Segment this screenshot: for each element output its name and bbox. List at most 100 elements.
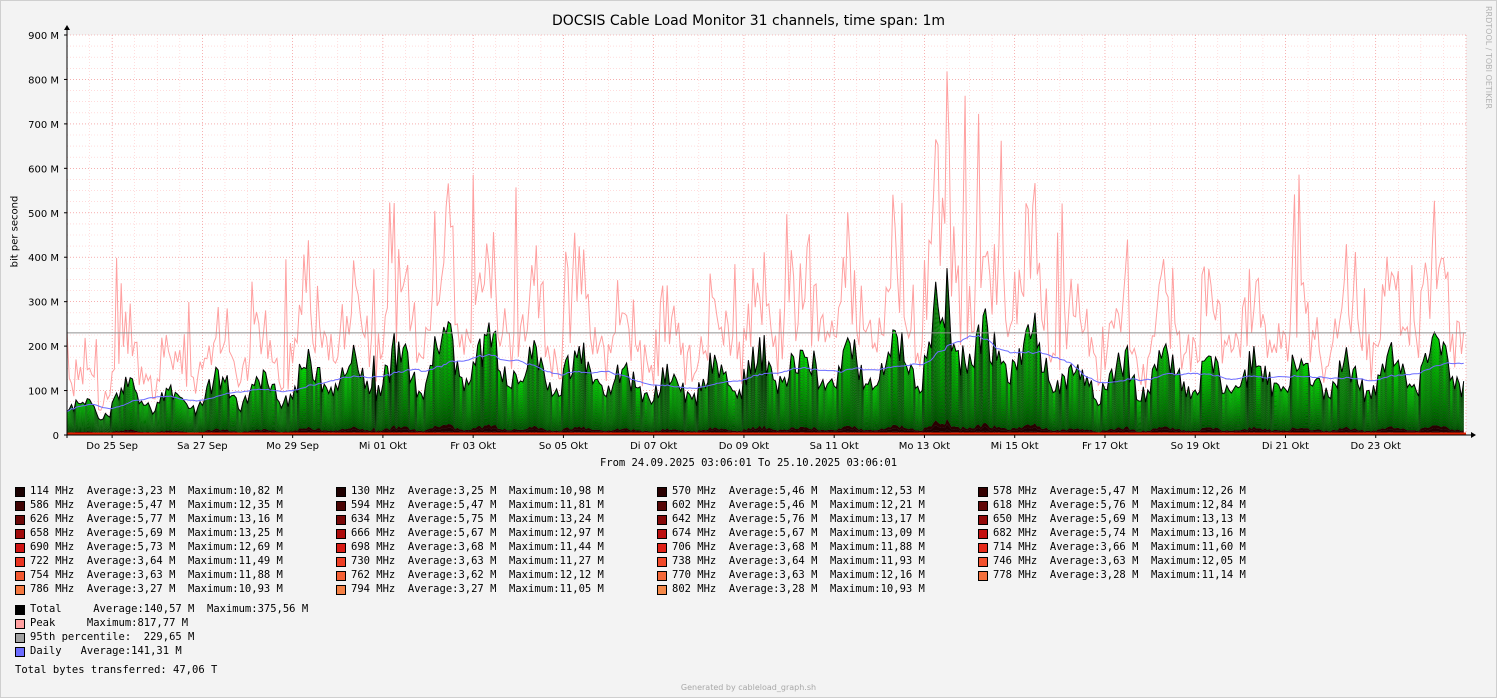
legend-item: 682 MHz Average:5,74 M Maximum:13,16 M — [978, 526, 1293, 540]
legend-label: 722 MHz Average:3,64 M Maximum:11,49 M — [30, 555, 283, 567]
legend-item: 674 MHz Average:5,67 M Maximum:13,09 M — [657, 526, 972, 540]
summary-item: 95th percentile: 229,65 M — [15, 630, 415, 644]
legend-item: 602 MHz Average:5,46 M Maximum:12,21 M — [657, 498, 972, 512]
x-tick-label: Fr 03 Okt — [450, 441, 496, 452]
legend-swatch — [336, 585, 346, 595]
time-range-label: From 24.09.2025 03:06:01 To 25.10.2025 0… — [599, 457, 898, 469]
legend-label: 650 MHz Average:5,69 M Maximum:13,13 M — [993, 513, 1246, 525]
summary-label: Peak Maximum:817,77 M — [30, 617, 189, 629]
legend-swatch — [978, 529, 988, 539]
legend-label: 130 MHz Average:3,25 M Maximum:10,98 M — [351, 485, 604, 497]
legend-swatch — [15, 501, 25, 511]
series-lines — [66, 71, 1466, 435]
legend-item: 690 MHz Average:5,73 M Maximum:12,69 M — [15, 540, 330, 554]
legend-label: 730 MHz Average:3,63 M Maximum:11,27 M — [351, 555, 604, 567]
summary-swatch — [15, 633, 25, 643]
legend-label: 674 MHz Average:5,67 M Maximum:13,09 M — [672, 527, 925, 539]
legend-item: 802 MHz Average:3,28 M Maximum:10,93 M — [657, 582, 972, 596]
summary-swatch — [15, 605, 25, 615]
legend-swatch — [978, 571, 988, 581]
legend-swatch — [657, 487, 667, 497]
x-tick-label: Do 25 Sep — [86, 441, 138, 452]
legend-swatch — [336, 501, 346, 511]
x-tick-label: Mo 13 Okt — [899, 441, 950, 452]
y-tick-label: 500 M — [28, 209, 59, 220]
legend-item: 114 MHz Average:3,23 M Maximum:10,82 M — [15, 484, 330, 498]
axes — [64, 25, 1476, 438]
legend-label: 626 MHz Average:5,77 M Maximum:13,16 M — [30, 513, 283, 525]
legend-label: 698 MHz Average:3,68 M Maximum:11,44 M — [351, 541, 604, 553]
summary-swatch — [15, 647, 25, 657]
x-tick-label: Mo 29 Sep — [266, 441, 319, 452]
legend-label: 770 MHz Average:3,63 M Maximum:12,16 M — [672, 569, 925, 581]
legend-label: 586 MHz Average:5,47 M Maximum:12,35 M — [30, 499, 283, 511]
legend-item: 730 MHz Average:3,63 M Maximum:11,27 M — [336, 554, 651, 568]
legend-item: 578 MHz Average:5,47 M Maximum:12,26 M — [978, 484, 1293, 498]
legend-item: 618 MHz Average:5,76 M Maximum:12,84 M — [978, 498, 1293, 512]
legend-swatch — [15, 557, 25, 567]
legend-item: 714 MHz Average:3,66 M Maximum:11,60 M — [978, 540, 1293, 554]
legend-swatch — [657, 585, 667, 595]
legend-label: 794 MHz Average:3,27 M Maximum:11,05 M — [351, 583, 604, 595]
legend-swatch — [336, 487, 346, 497]
legend-label: 682 MHz Average:5,74 M Maximum:13,16 M — [993, 527, 1246, 539]
legend-item: 746 MHz Average:3,63 M Maximum:12,05 M — [978, 554, 1293, 568]
legend-swatch — [978, 557, 988, 567]
y-tick-label: 200 M — [28, 342, 59, 353]
legend-item: 738 MHz Average:3,64 M Maximum:11,93 M — [657, 554, 972, 568]
legend-label: 114 MHz Average:3,23 M Maximum:10,82 M — [30, 485, 283, 497]
y-tick-label: 800 M — [28, 75, 59, 86]
x-tick-label: Do 23 Okt — [1350, 441, 1401, 452]
y-tick-label: 400 M — [28, 253, 59, 264]
legend-swatch — [657, 501, 667, 511]
legend-label: 786 MHz Average:3,27 M Maximum:10,93 M — [30, 583, 283, 595]
legend-swatch — [15, 543, 25, 553]
legend-label: 738 MHz Average:3,64 M Maximum:11,93 M — [672, 555, 925, 567]
legend-swatch — [336, 543, 346, 553]
legend-item: 650 MHz Average:5,69 M Maximum:13,13 M — [978, 512, 1293, 526]
x-tick-label: So 19 Okt — [1171, 441, 1220, 452]
legend-label: 762 MHz Average:3,62 M Maximum:12,12 M — [351, 569, 604, 581]
chart-canvas: 0 100 M 200 M 300 M 400 M 500 M 600 M 700 M 800 … — [28, 25, 1476, 452]
y-tick-label: 0 — [53, 431, 59, 442]
legend-swatch — [978, 515, 988, 525]
legend-swatch — [336, 571, 346, 581]
x-tick-label: Mi 01 Okt — [359, 441, 407, 452]
legend-swatch — [15, 487, 25, 497]
x-tick-label: Mi 15 Okt — [991, 441, 1039, 452]
legend-swatch — [336, 557, 346, 567]
x-tick-label: So 05 Okt — [539, 441, 588, 452]
legend-swatch — [15, 585, 25, 595]
legend-item: 658 MHz Average:5,69 M Maximum:13,25 M — [15, 526, 330, 540]
y-axis-label: bit per second — [9, 195, 21, 268]
legend-swatch — [336, 515, 346, 525]
legend-swatch — [657, 529, 667, 539]
legend-item: 634 MHz Average:5,75 M Maximum:13,24 M — [336, 512, 651, 526]
y-tick-labels: 0 100 M 200 M 300 M 400 M 500 M 600 M 700 M 800 … — [28, 31, 67, 442]
legend-swatch — [978, 543, 988, 553]
legend-swatch — [657, 571, 667, 581]
total-bytes: Total bytes transferred: 47,06 T — [15, 664, 218, 676]
legend-item: 642 MHz Average:5,76 M Maximum:13,17 M — [657, 512, 972, 526]
generated-by: Generated by cableload_graph.sh — [680, 683, 817, 692]
legend-swatch — [657, 557, 667, 567]
x-tick-label: Do 09 Okt — [719, 441, 770, 452]
summary-item: Peak Maximum:817,77 M — [15, 616, 415, 630]
legend-label: 746 MHz Average:3,63 M Maximum:12,05 M — [993, 555, 1246, 567]
legend-label: 642 MHz Average:5,76 M Maximum:13,17 M — [672, 513, 925, 525]
x-axis-arrow — [1471, 432, 1476, 438]
summary-item: Total Average:140,57 M Maximum:375,56 M — [15, 602, 415, 616]
y-tick-label: 900 M — [28, 31, 59, 42]
rrdtool-watermark: RRDTOOL / TOBI OETIKER — [1484, 6, 1493, 110]
legend-swatch — [657, 515, 667, 525]
legend-item: 786 MHz Average:3,27 M Maximum:10,93 M — [15, 582, 330, 596]
x-tick-label: Di 21 Okt — [1262, 441, 1309, 452]
legend-label: 602 MHz Average:5,46 M Maximum:12,21 M — [672, 499, 925, 511]
total-line — [66, 268, 1465, 421]
y-tick-label: 700 M — [28, 120, 59, 131]
legend-label: 634 MHz Average:5,75 M Maximum:13,24 M — [351, 513, 604, 525]
x-tick-label: Di 07 Okt — [630, 441, 677, 452]
legend-item: 130 MHz Average:3,25 M Maximum:10,98 M — [336, 484, 651, 498]
channel-areas — [66, 268, 1464, 436]
peak-line — [66, 71, 1465, 411]
